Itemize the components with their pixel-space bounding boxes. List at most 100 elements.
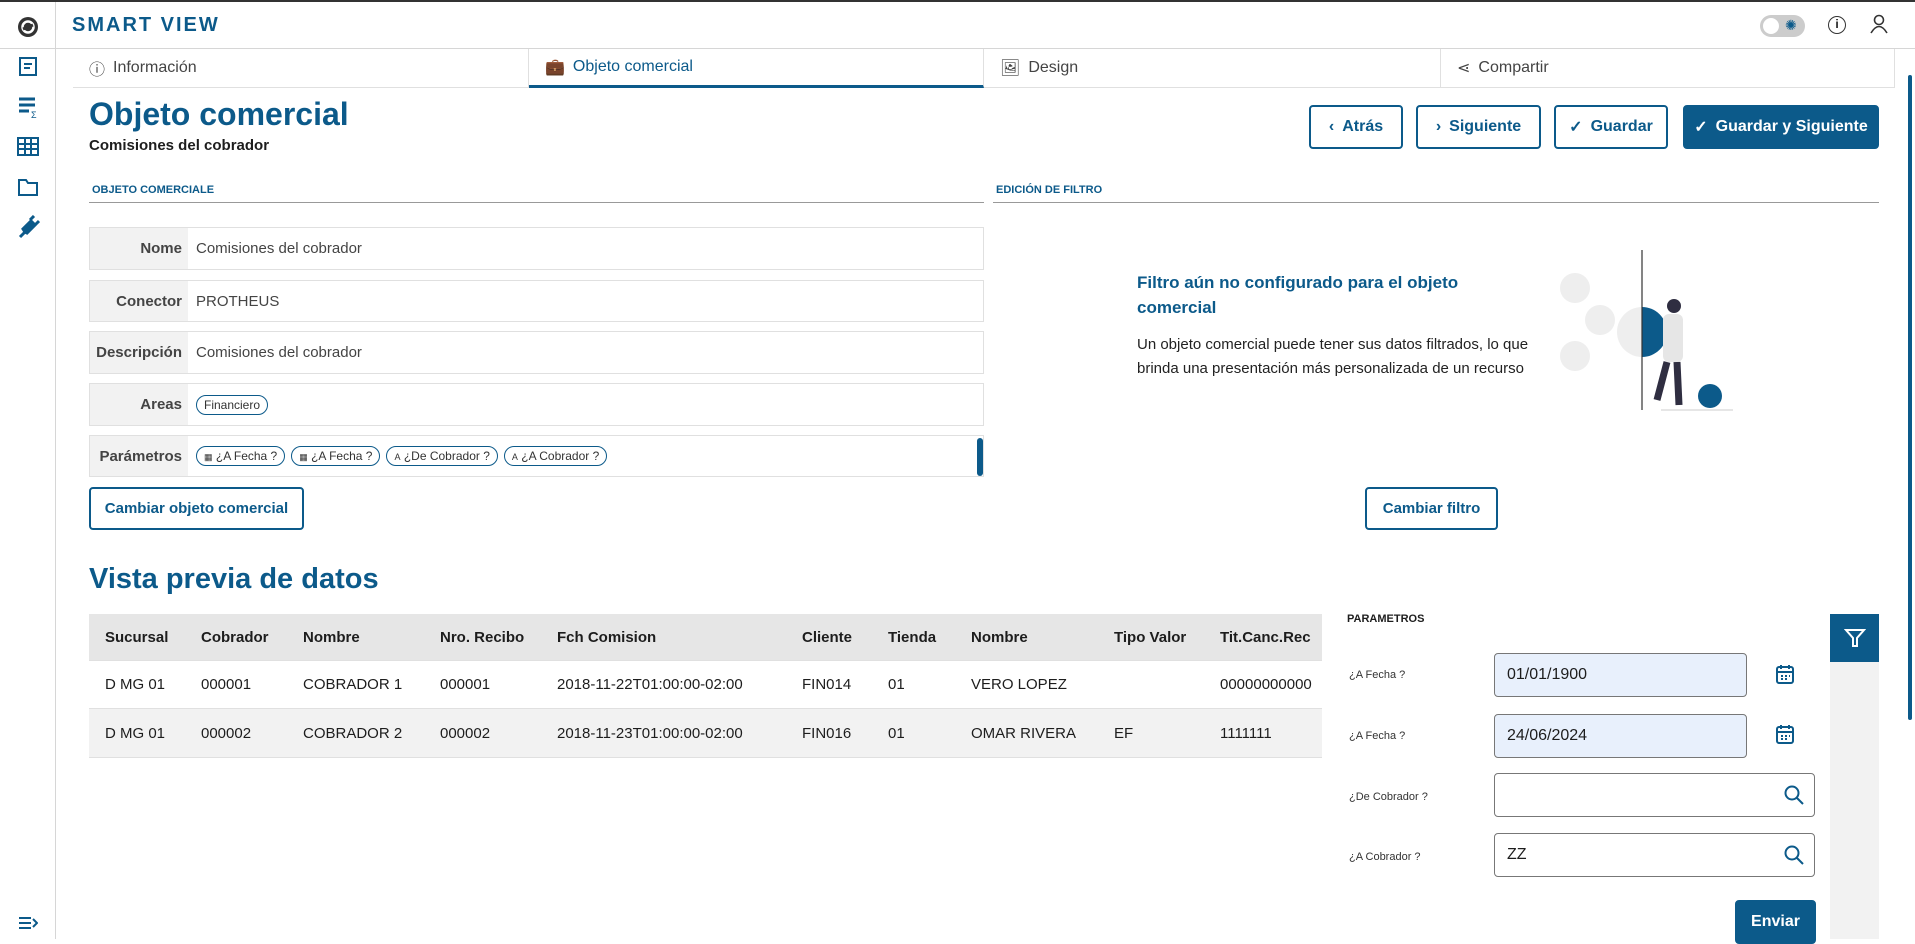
tab-objeto-comercial[interactable]: 💼 Objeto comercial bbox=[529, 49, 984, 88]
image-icon: 🖼 bbox=[1000, 60, 1021, 77]
calendar-icon[interactable] bbox=[1776, 724, 1794, 749]
params-heading: PARAMETROS bbox=[1347, 613, 1425, 625]
table-cell: OMAR RIVERA bbox=[971, 724, 1077, 742]
calendar-icon[interactable] bbox=[1776, 664, 1794, 689]
chevron-right-icon: › bbox=[1435, 118, 1442, 135]
param-label: ¿A Fecha ? bbox=[1349, 730, 1406, 742]
table-cell: FIN016 bbox=[802, 724, 852, 742]
info-icon[interactable]: i bbox=[1828, 16, 1846, 34]
table-cell: COBRADOR 1 bbox=[303, 676, 403, 693]
filter-empty-title: Filtro aún no configurado para el objeto… bbox=[1137, 273, 1459, 317]
save-next-button[interactable]: ✓ Guardar y Siguiente bbox=[1683, 105, 1879, 149]
search-icon bbox=[1784, 845, 1804, 865]
param-chip: ▦ ¿A Fecha ? bbox=[291, 446, 381, 466]
column-header: Tit.Canc.Rec bbox=[1220, 628, 1311, 646]
column-header: Fch Comision bbox=[557, 628, 657, 646]
param-chip: A ¿De Cobrador ? bbox=[386, 446, 498, 466]
empty-filter-illustration bbox=[1560, 250, 1733, 411]
app-logo[interactable] bbox=[0, 2, 56, 51]
page-subtitle: Comisiones del cobrador bbox=[89, 137, 270, 154]
param-chip: ▦ ¿A Fecha ? bbox=[196, 446, 286, 466]
calendar-icon: ▦ bbox=[299, 452, 308, 462]
briefcase-icon: 💼 bbox=[545, 59, 565, 76]
table-header: Sucursal Cobrador Nombre Nro. Recibo Fch Com… bbox=[89, 614, 1322, 661]
table-cell: FIN014 bbox=[802, 676, 852, 693]
column-header: Nombre bbox=[303, 628, 360, 646]
sum-report-icon[interactable]: Σ bbox=[14, 93, 42, 121]
field-conector: Conector PROTHEUS bbox=[89, 280, 984, 322]
back-button[interactable]: ‹ Atrás bbox=[1309, 105, 1403, 149]
column-header: Nombre bbox=[971, 628, 1028, 646]
param-label: ¿De Cobrador ? bbox=[1349, 791, 1428, 803]
page-scrollbar[interactable] bbox=[1908, 75, 1912, 720]
field-parametros: Parámetros ▦ ¿A Fecha ? ▦ ¿A Fecha ? A ¿… bbox=[89, 435, 984, 477]
column-header: Sucursal bbox=[105, 628, 169, 646]
area-chip: Financiero bbox=[196, 394, 269, 415]
chevron-left-icon: ‹ bbox=[1328, 118, 1335, 135]
to-date-input[interactable]: 24/06/2024 bbox=[1494, 714, 1747, 758]
field-nome: Nome Comisiones del cobrador bbox=[89, 227, 984, 270]
table-cell: 01 bbox=[888, 676, 905, 693]
field-areas: Areas Financiero bbox=[89, 383, 984, 426]
table-cell: 1111111 bbox=[1220, 724, 1272, 742]
field-descripcion: Descripción Comisiones del cobrador bbox=[89, 331, 984, 374]
page-title: Objeto comercial bbox=[89, 96, 349, 132]
table-cell: D MG 01 bbox=[105, 724, 166, 742]
table-cell: EF bbox=[1114, 724, 1134, 742]
submit-button[interactable]: Enviar bbox=[1735, 900, 1816, 944]
object-section-heading: OBJETO COMERCIALE bbox=[89, 184, 984, 203]
table-icon[interactable] bbox=[14, 133, 42, 161]
filter-section-heading: EDICIÓN DE FILTRO bbox=[993, 184, 1879, 203]
sidebar: Σ bbox=[0, 49, 56, 939]
theme-toggle[interactable]: ✺ bbox=[1760, 15, 1805, 37]
check-icon: ✓ bbox=[1694, 119, 1708, 136]
table-row[interactable]: D MG 01 000001 COBRADOR 1 000001 2018-11-22T… bbox=[89, 661, 1322, 709]
preview-title: Vista previa de datos bbox=[89, 563, 379, 595]
from-collector-input[interactable] bbox=[1494, 773, 1815, 817]
plug-icon[interactable] bbox=[14, 213, 42, 241]
table-row[interactable]: D MG 01 000002 COBRADOR 2 000002 2018-11-23T… bbox=[89, 709, 1322, 758]
change-filter-button[interactable]: Cambiar filtro bbox=[1365, 487, 1498, 530]
calendar-icon: ▦ bbox=[204, 452, 213, 462]
check-icon: ✓ bbox=[1569, 119, 1583, 136]
app-title: SMART VIEW bbox=[72, 14, 220, 36]
table-cell: COBRADOR 2 bbox=[303, 724, 403, 742]
svg-text:Σ: Σ bbox=[31, 110, 37, 118]
table-cell: 000001 bbox=[440, 676, 491, 693]
top-bar: SMART VIEW ✺ i bbox=[0, 0, 1915, 51]
column-header: Tienda bbox=[888, 628, 937, 646]
table-cell: 000001 bbox=[201, 676, 252, 693]
text-icon: A bbox=[394, 452, 401, 462]
table-cell: 2018-11-22T01:00:00-02:00 bbox=[557, 676, 743, 693]
filter-icon bbox=[1843, 629, 1866, 647]
column-header: Tipo Valor bbox=[1114, 628, 1187, 646]
column-header: Cobrador bbox=[201, 628, 269, 646]
share-icon: ⋖ bbox=[1457, 60, 1471, 77]
table-cell: D MG 01 bbox=[105, 676, 166, 693]
from-date-input[interactable]: 01/01/1900 bbox=[1494, 653, 1747, 697]
tab-informacion[interactable]: ⓘ Información bbox=[73, 49, 529, 88]
filter-panel-strip bbox=[1830, 614, 1879, 939]
filter-toggle-button[interactable] bbox=[1830, 614, 1879, 662]
tab-design[interactable]: 🖼 Design bbox=[984, 49, 1441, 88]
params-scrollbar[interactable] bbox=[977, 438, 983, 476]
expand-menu-icon[interactable] bbox=[14, 909, 42, 937]
param-label: ¿A Fecha ? bbox=[1349, 669, 1406, 681]
filter-empty-text: Un objeto comercial puede tener sus dato… bbox=[1137, 336, 1529, 377]
param-label: ¿A Cobrador ? bbox=[1349, 851, 1421, 863]
param-chip: A ¿A Cobrador ? bbox=[503, 446, 608, 466]
tab-compartir[interactable]: ⋖ Compartir bbox=[1441, 49, 1895, 88]
folder-icon[interactable] bbox=[14, 173, 42, 201]
sun-icon: ✺ bbox=[1785, 17, 1797, 33]
table-cell: 000002 bbox=[440, 724, 491, 742]
change-object-button[interactable]: Cambiar objeto comercial bbox=[89, 487, 304, 530]
column-header: Cliente bbox=[802, 628, 853, 646]
report-icon[interactable] bbox=[14, 53, 42, 81]
save-button[interactable]: ✓ Guardar bbox=[1554, 105, 1668, 149]
to-collector-input[interactable]: ZZ bbox=[1494, 833, 1815, 877]
user-icon[interactable] bbox=[1870, 14, 1888, 39]
column-header: Nro. Recibo bbox=[440, 628, 525, 646]
table-cell: 01 bbox=[888, 724, 905, 742]
table-cell: 2018-11-23T01:00:00-02:00 bbox=[557, 724, 743, 742]
next-button[interactable]: › Siguiente bbox=[1416, 105, 1541, 149]
